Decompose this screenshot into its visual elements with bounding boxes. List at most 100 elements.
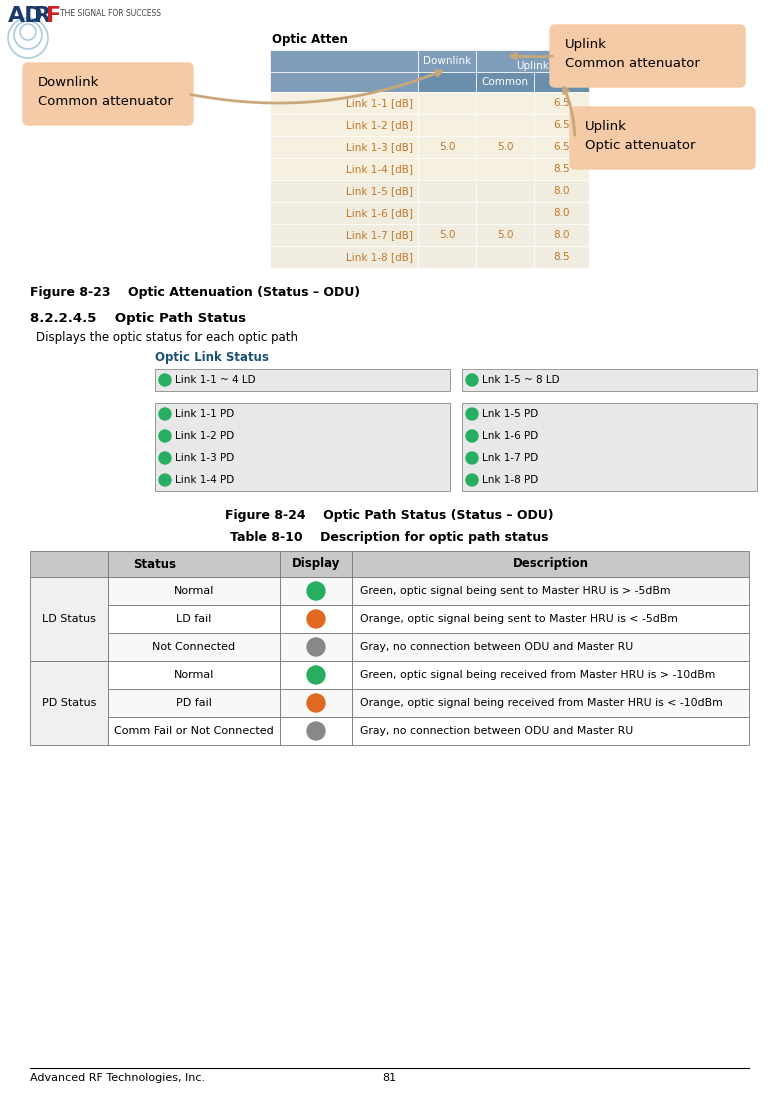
Text: Not Connected: Not Connected [153, 642, 235, 652]
Circle shape [159, 474, 171, 486]
Bar [352, 717, 749, 745]
Bar [476, 202, 534, 224]
Bar [418, 73, 476, 92]
Text: Orange, optic signal being received from Master HRU is < -10dBm: Orange, optic signal being received from… [360, 698, 723, 708]
Text: Advanced RF Technologies, Inc.: Advanced RF Technologies, Inc. [30, 1073, 205, 1083]
Bar [155, 403, 450, 491]
Bar [270, 136, 418, 158]
Text: Link 1-1 ~ 4 LD: Link 1-1 ~ 4 LD [175, 375, 256, 385]
Bar [476, 246, 534, 268]
Bar [534, 92, 589, 114]
Bar [352, 689, 749, 717]
Text: Link 1-4 PD: Link 1-4 PD [175, 475, 234, 485]
Text: Green, optic signal being sent to Master HRU is > -5dBm: Green, optic signal being sent to Master… [360, 586, 671, 596]
Circle shape [466, 452, 478, 464]
Bar [534, 202, 589, 224]
Text: Status: Status [133, 557, 177, 570]
Text: Link 1-8 [dB]: Link 1-8 [dB] [346, 252, 413, 262]
Text: 8.5: 8.5 [553, 252, 569, 262]
Bar [418, 246, 476, 268]
Circle shape [466, 408, 478, 420]
Bar [108, 660, 280, 689]
Circle shape [307, 639, 325, 656]
Text: PD Status: PD Status [42, 698, 96, 708]
FancyBboxPatch shape [570, 107, 755, 169]
Bar [476, 224, 534, 246]
Text: 8.5: 8.5 [553, 164, 569, 174]
Circle shape [466, 374, 478, 386]
Bar [30, 660, 108, 745]
Bar [270, 180, 418, 202]
Text: Gray, no connection between ODU and Master RU: Gray, no connection between ODU and Mast… [360, 642, 633, 652]
Text: Common: Common [481, 77, 528, 87]
Text: Link 1-4 [dB]: Link 1-4 [dB] [346, 164, 413, 174]
Bar [534, 114, 589, 136]
Text: Orange, optic signal being sent to Master HRU is < -5dBm: Orange, optic signal being sent to Maste… [360, 614, 678, 624]
Text: 5.0: 5.0 [497, 142, 513, 152]
Text: 6.5: 6.5 [553, 98, 569, 108]
Bar [270, 73, 418, 92]
Bar [270, 92, 418, 114]
Circle shape [307, 610, 325, 628]
Text: 81: 81 [382, 1073, 396, 1083]
Bar [280, 606, 352, 633]
Text: Description: Description [513, 557, 588, 570]
Bar [280, 660, 352, 689]
Text: 5.0: 5.0 [439, 230, 455, 240]
Circle shape [307, 666, 325, 684]
Circle shape [466, 474, 478, 486]
Bar [155, 369, 450, 391]
Text: 6.5: 6.5 [553, 120, 569, 130]
Text: Uplink
Optic attenuator: Uplink Optic attenuator [585, 120, 696, 152]
Bar [534, 246, 589, 268]
Bar [534, 158, 589, 180]
Text: Table 8-10    Description for optic path status: Table 8-10 Description for optic path st… [230, 531, 548, 544]
Text: Link 1-3 PD: Link 1-3 PD [175, 453, 234, 463]
Bar [462, 369, 757, 391]
Text: Lnk 1-8 PD: Lnk 1-8 PD [482, 475, 538, 485]
Bar [270, 49, 418, 73]
Text: Optic Link Status: Optic Link Status [155, 351, 269, 364]
Text: Link 1-1 [dB]: Link 1-1 [dB] [346, 98, 413, 108]
Bar [476, 180, 534, 202]
Bar [418, 202, 476, 224]
Text: Link 1-1 PD: Link 1-1 PD [175, 409, 234, 419]
Text: Normal: Normal [174, 586, 214, 596]
Text: 8.0: 8.0 [553, 230, 569, 240]
Bar [534, 73, 589, 92]
Circle shape [159, 430, 171, 442]
Text: LD fail: LD fail [176, 614, 212, 624]
Bar [280, 577, 352, 606]
Bar [534, 136, 589, 158]
Bar [108, 577, 280, 606]
Text: R: R [34, 5, 51, 26]
Text: LD Status: LD Status [42, 614, 96, 624]
Text: Figure 8-23    Optic Attenuation (Status – ODU): Figure 8-23 Optic Attenuation (Status – … [30, 286, 360, 299]
Text: Link: Link [551, 77, 573, 87]
Text: 5.0: 5.0 [497, 230, 513, 240]
Text: Downlink
Common attenuator: Downlink Common attenuator [38, 76, 173, 108]
Bar [352, 660, 749, 689]
Bar [108, 689, 280, 717]
Text: Display: Display [292, 557, 340, 570]
Bar [462, 403, 757, 491]
Bar [280, 717, 352, 745]
Circle shape [307, 722, 325, 740]
Text: F: F [46, 5, 61, 26]
Bar [108, 551, 280, 577]
Bar [476, 92, 534, 114]
Text: Link 1-5 [dB]: Link 1-5 [dB] [346, 186, 413, 196]
Text: 8.0: 8.0 [553, 186, 569, 196]
Text: PD fail: PD fail [176, 698, 212, 708]
FancyBboxPatch shape [23, 63, 193, 125]
Circle shape [159, 452, 171, 464]
Circle shape [307, 582, 325, 600]
Bar [280, 551, 352, 577]
Bar [108, 633, 280, 660]
Bar [476, 73, 534, 92]
Bar [352, 551, 749, 577]
Circle shape [159, 408, 171, 420]
Text: Normal: Normal [174, 670, 214, 680]
Text: Link 1-2 PD: Link 1-2 PD [175, 431, 234, 441]
Text: Comm Fail or Not Connected: Comm Fail or Not Connected [115, 726, 274, 736]
